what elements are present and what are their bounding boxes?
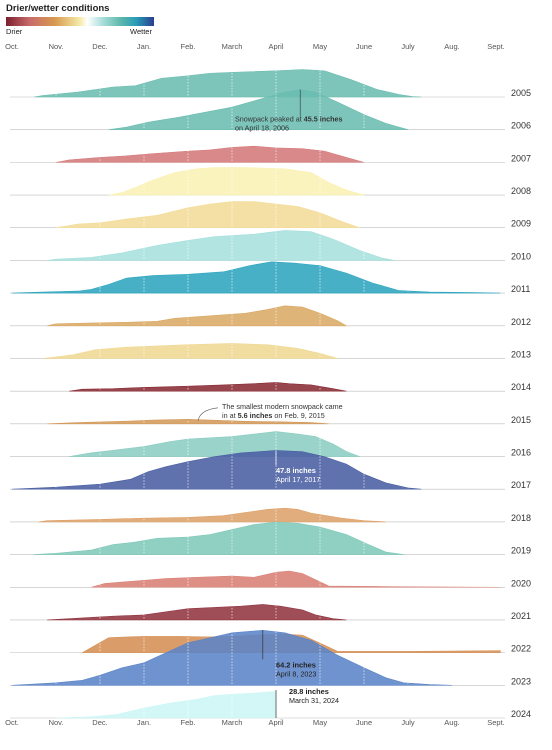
area-2021 [47,604,347,621]
ridge-2020: 2020 [10,570,531,588]
ridge-2009: 2009 [10,201,531,229]
ridge-2017: 2017 [10,450,531,490]
x-tick-label-top: Feb. [180,42,195,51]
year-label-2007: 2007 [511,153,531,163]
x-tick-label-bottom: Oct. [5,718,19,727]
area-2017 [11,450,422,490]
annotation-2024-date: March 31, 2024 [289,696,339,705]
year-label-2006: 2006 [511,121,531,131]
x-tick-label-bottom: Sept. [487,718,505,727]
area-2011 [11,261,501,294]
area-2007 [55,145,365,163]
area-2024 [55,691,277,719]
x-tick-label-bottom: Jan. [137,718,151,727]
x-tick-label-bottom: April [268,718,283,727]
area-2018 [38,507,387,523]
annotation-2006-line2: on April 18, 2006 [235,124,289,133]
ridge-2011: 2011 [10,261,530,294]
year-label-2021: 2021 [511,611,531,621]
x-tick-label-top: March [222,42,243,51]
ridge-2006: 2006 [10,89,531,131]
area-2006 [108,89,409,130]
ridge-2016: 2016 [10,431,531,458]
annotation-2015-line1: The smallest modern snowpack came [222,402,343,411]
area-2016 [69,431,360,457]
x-tick-label-bottom: Nov. [49,718,64,727]
year-label-2014: 2014 [511,382,531,392]
legend-title: Drier/wetter conditions [6,3,110,14]
ridge-2021: 2021 [10,604,531,621]
x-tick-label-top: July [401,42,415,51]
year-label-2010: 2010 [511,251,531,261]
annotation-2015-line2: in at 5.6 inches on Feb. 9, 2015 [222,411,325,420]
year-label-2024: 2024 [511,709,531,719]
year-label-2019: 2019 [511,546,531,556]
annotation-2017-date: April 17, 2017 [276,475,320,484]
x-tick-label-bottom: Aug. [444,718,459,727]
annotation-2023-value: 64.2 inches [276,660,316,669]
area-2005 [33,69,422,98]
year-label-2023: 2023 [511,676,531,686]
ridge-2007: 2007 [10,145,531,163]
x-tick-label-top: April [268,42,283,51]
x-tick-label-top: Oct. [5,42,19,51]
ridge-2015: 2015 [10,415,531,425]
annotation-leader [197,407,219,421]
annotation-2023-date: April 8, 2023 [276,669,316,678]
x-tick-label-bottom: May [313,718,327,727]
year-label-2005: 2005 [511,88,531,98]
area-2013 [42,343,338,359]
area-2012 [47,305,348,327]
x-tick-label-top: Sept. [487,42,505,51]
year-label-2018: 2018 [511,513,531,523]
year-label-2011: 2011 [511,284,530,294]
x-tick-label-top: Aug. [444,42,459,51]
ridge-2013: 2013 [10,343,531,359]
annotation-2024-value: 28.8 inches [289,687,329,696]
area-2009 [55,201,360,229]
year-label-2015: 2015 [511,415,531,425]
year-label-2016: 2016 [511,448,531,458]
x-tick-label-top: Jan. [137,42,151,51]
x-tick-label-top: Dec. [92,42,107,51]
x-tick-label-bottom: Feb. [180,718,195,727]
ridge-2023: 2023 [10,630,531,686]
ridge-2008: 2008 [10,167,531,196]
ridge-2018: 2018 [10,507,531,523]
x-tick-label-bottom: July [401,718,415,727]
year-label-2009: 2009 [511,219,531,229]
year-label-2022: 2022 [511,644,531,654]
x-tick-label-top: Nov. [49,42,64,51]
ridge-2012: 2012 [10,305,531,327]
legend-color-scale [6,17,154,26]
x-tick-label-bottom: March [222,718,243,727]
year-label-2013: 2013 [511,349,531,359]
x-tick-label-bottom: Dec. [92,718,107,727]
area-2023 [11,630,453,686]
annotation-2017-value: 47.8 inches [276,466,316,475]
x-tick-label-bottom: June [356,718,372,727]
year-label-2008: 2008 [511,186,531,196]
x-tick-label-top: June [356,42,372,51]
annotation-2006-line1: Snowpack peaked at 45.5 inches [235,115,343,124]
legend-drier-label: Drier [6,27,23,36]
year-label-2020: 2020 [511,578,531,588]
year-label-2017: 2017 [511,480,531,490]
area-2014 [69,382,347,392]
area-2019 [33,521,404,555]
legend-wetter-label: Wetter [130,27,152,36]
year-label-2012: 2012 [511,317,531,327]
ridge-2014: 2014 [10,382,531,392]
color-legend: Drier/wetter conditions Drier Wetter [6,3,166,37]
area-2010 [47,230,395,261]
ridge-2005: 2005 [10,69,531,98]
area-2020 [91,570,501,588]
area-2008 [108,167,365,196]
ridge-2019: 2019 [10,521,531,556]
x-tick-label-top: May [313,42,327,51]
